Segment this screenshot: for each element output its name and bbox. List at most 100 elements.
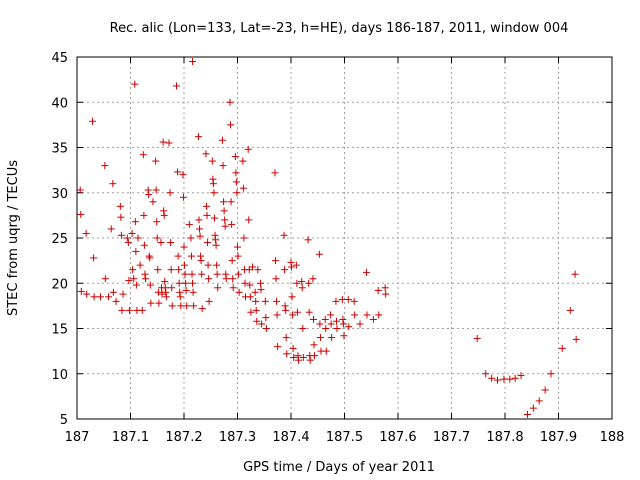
y-tick-label: 15 bbox=[51, 323, 68, 338]
data-point bbox=[294, 352, 302, 360]
data-point bbox=[140, 211, 148, 219]
data-point bbox=[160, 211, 168, 219]
data-point bbox=[246, 293, 254, 301]
data-point bbox=[305, 279, 313, 287]
y-tick-label: 20 bbox=[51, 277, 68, 292]
data-point bbox=[90, 293, 98, 301]
data-point bbox=[338, 296, 346, 304]
data-point bbox=[299, 353, 307, 361]
data-point bbox=[558, 344, 566, 352]
data-point bbox=[183, 302, 191, 310]
x-tick-label: 187.9 bbox=[540, 430, 577, 445]
data-point bbox=[572, 335, 580, 343]
grid-lines bbox=[77, 57, 612, 419]
x-tick-label: 187.2 bbox=[165, 430, 202, 445]
data-point bbox=[246, 281, 254, 289]
data-point bbox=[213, 270, 221, 278]
data-point bbox=[322, 325, 330, 332]
data-point bbox=[211, 231, 219, 239]
data-point bbox=[152, 186, 160, 194]
data-points bbox=[76, 58, 580, 418]
data-point bbox=[221, 222, 229, 230]
data-point bbox=[228, 257, 236, 265]
data-point bbox=[147, 299, 155, 307]
data-point bbox=[274, 343, 282, 351]
data-point bbox=[356, 320, 364, 328]
data-point bbox=[332, 297, 340, 305]
data-point bbox=[195, 216, 203, 224]
data-point bbox=[363, 311, 371, 319]
data-point bbox=[240, 234, 248, 242]
data-point bbox=[328, 334, 336, 342]
data-point bbox=[350, 297, 358, 305]
y-tick-labels: 5 10 15 20 25 30 35 40 45 bbox=[51, 51, 68, 428]
data-point bbox=[239, 157, 247, 165]
data-point bbox=[281, 302, 289, 310]
y-tick-label: 40 bbox=[51, 96, 68, 111]
data-point bbox=[231, 153, 239, 161]
data-point bbox=[369, 315, 377, 323]
data-point bbox=[227, 121, 235, 129]
data-point bbox=[131, 218, 139, 226]
y-tick-label: 30 bbox=[51, 187, 68, 202]
data-point bbox=[101, 162, 109, 170]
data-point bbox=[322, 347, 330, 355]
data-point bbox=[288, 263, 296, 271]
data-point bbox=[500, 375, 508, 383]
data-point bbox=[283, 350, 291, 358]
data-point bbox=[160, 207, 168, 215]
data-point bbox=[229, 284, 237, 292]
data-point bbox=[203, 211, 211, 219]
y-tick-label: 45 bbox=[51, 51, 68, 66]
data-point bbox=[132, 281, 140, 289]
data-point bbox=[571, 270, 579, 278]
data-point bbox=[152, 157, 160, 165]
data-point bbox=[202, 202, 210, 210]
data-point bbox=[153, 218, 161, 226]
x-tick-label: 187.6 bbox=[379, 430, 416, 445]
data-point bbox=[344, 296, 352, 304]
data-point bbox=[83, 290, 91, 298]
data-point bbox=[210, 189, 218, 197]
data-point bbox=[145, 191, 153, 199]
data-point bbox=[351, 311, 359, 319]
x-tick-label: 187.4 bbox=[272, 430, 309, 445]
data-point bbox=[253, 317, 261, 325]
data-point bbox=[125, 306, 133, 314]
data-point bbox=[219, 136, 227, 144]
data-point bbox=[131, 80, 139, 88]
data-point bbox=[248, 263, 256, 271]
data-point bbox=[293, 279, 301, 287]
data-point bbox=[271, 257, 279, 265]
data-point bbox=[233, 189, 241, 197]
data-point bbox=[292, 261, 300, 269]
data-point bbox=[162, 293, 170, 301]
y-tick-label: 10 bbox=[51, 368, 68, 383]
data-point bbox=[262, 314, 270, 322]
data-point bbox=[141, 275, 149, 283]
data-point bbox=[362, 268, 370, 276]
data-point bbox=[293, 308, 301, 316]
data-point bbox=[232, 178, 240, 186]
data-point bbox=[234, 243, 241, 251]
data-point bbox=[138, 306, 146, 314]
data-point bbox=[547, 370, 555, 378]
data-point bbox=[212, 236, 220, 244]
data-point bbox=[304, 236, 312, 244]
data-point bbox=[118, 306, 126, 314]
data-point bbox=[112, 297, 120, 305]
data-point bbox=[226, 98, 234, 106]
data-point bbox=[273, 311, 281, 319]
data-point bbox=[179, 193, 187, 201]
data-point bbox=[245, 216, 253, 224]
data-point bbox=[252, 297, 260, 305]
data-point bbox=[281, 266, 289, 274]
x-axis-label: GPS time / Days of year 2011 bbox=[243, 460, 435, 475]
data-point bbox=[145, 252, 153, 260]
data-point bbox=[168, 302, 176, 310]
data-point bbox=[154, 288, 162, 296]
data-point bbox=[173, 82, 181, 90]
data-point bbox=[134, 234, 142, 242]
data-point bbox=[196, 225, 204, 233]
data-point bbox=[234, 252, 242, 260]
